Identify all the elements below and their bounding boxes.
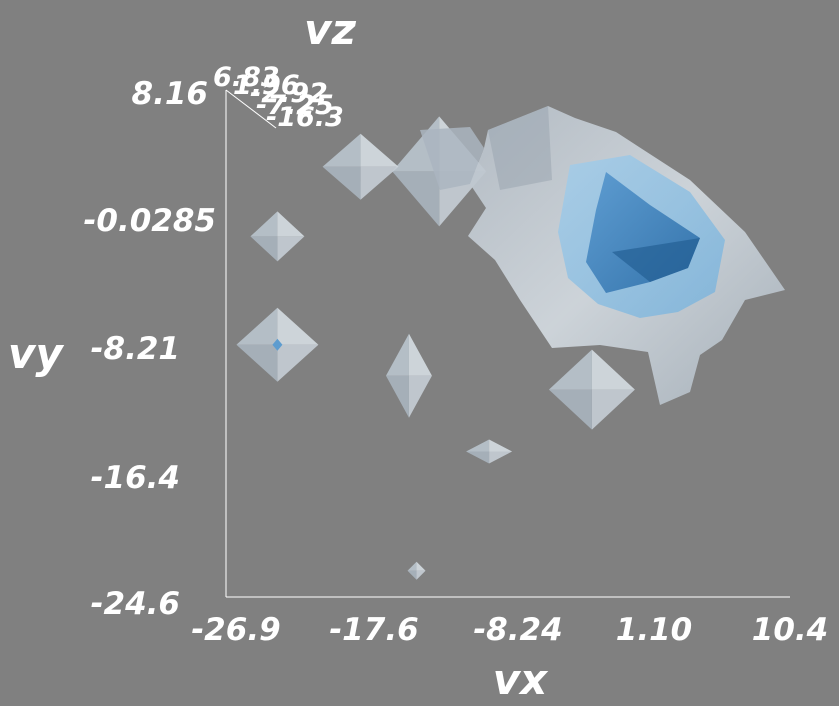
z-tick-label: -7.25 (256, 90, 334, 121)
x-tick-label: -8.24 (473, 612, 562, 648)
x-tick-label: 10.4 (752, 612, 829, 648)
z-tick-label: 1.96 (233, 70, 300, 101)
outer-surface-blob (385, 375, 409, 418)
outer-surface-blob (277, 236, 305, 262)
outer-surface-blob (407, 561, 417, 571)
outer-surface-blob (591, 389, 635, 430)
outer-surface-blob (591, 349, 635, 390)
outer-surface-blob (385, 333, 409, 376)
z-tick-label: -2.92 (250, 78, 328, 109)
y-tick-label: 8.16 (132, 76, 209, 112)
outer-surface-blob (250, 236, 278, 262)
y-axis-title: vy (8, 329, 64, 378)
outer-surface-blob (548, 349, 592, 390)
y-tick-label: -8.21 (91, 331, 180, 367)
outer-surface-blob (360, 133, 399, 167)
inner-surface-blob (272, 338, 283, 351)
outer-surface-blob (250, 211, 278, 237)
outer-surface-blob (489, 451, 513, 464)
outer-surface-cap (420, 127, 484, 190)
x-tick-labels: -26.9 -17.6 -8.24 1.10 10.4 (191, 612, 828, 648)
outer-surface-blob (277, 344, 319, 382)
outer-surface-blob (322, 166, 361, 200)
x-axis-title: vx (493, 655, 549, 704)
isosurface-blobs (236, 106, 785, 580)
z-axis-line (225, 89, 277, 129)
z-tick-label: -16.3 (266, 102, 344, 133)
inner-surface-shade (612, 238, 700, 282)
outer-surface-blob (416, 570, 426, 580)
outer-surface-blob (466, 451, 490, 464)
y-tick-labels: 8.16 -0.0285 -8.21 -16.4 -24.6 (84, 76, 217, 622)
outer-surface-blob (277, 211, 305, 237)
z-tick-label: 6.83 (213, 62, 280, 93)
y-tick-label: -0.0285 (84, 203, 217, 239)
outer-surface-blob (322, 133, 361, 167)
outer-surface-blob (236, 344, 278, 382)
outer-surface-blob (392, 171, 440, 227)
y-tick-label: -16.4 (91, 460, 180, 496)
outer-surface-blob (360, 166, 399, 200)
outer-surface-blob (408, 375, 432, 418)
outer-surface-blob (407, 570, 417, 580)
outer-surface-blob (277, 307, 319, 345)
outer-surface-blob (548, 389, 592, 430)
outer-surface-shade (488, 106, 552, 190)
outer-surface-blob (466, 439, 490, 452)
y-tick-label: -24.6 (91, 586, 180, 622)
x-tick-label: 1.10 (616, 612, 693, 648)
outer-surface-blob (489, 439, 513, 452)
outer-surface-blob (392, 116, 440, 172)
z-tick-labels: 6.83 1.96 -2.92 -7.25 -16.3 (213, 62, 344, 133)
x-tick-label: -17.6 (329, 612, 418, 648)
outer-surface-blob (408, 333, 432, 376)
outer-surface-blob (416, 561, 426, 571)
z-axis-title: vz (304, 5, 356, 54)
outer-surface-blob (236, 307, 278, 345)
x-tick-label: -26.9 (191, 612, 280, 648)
